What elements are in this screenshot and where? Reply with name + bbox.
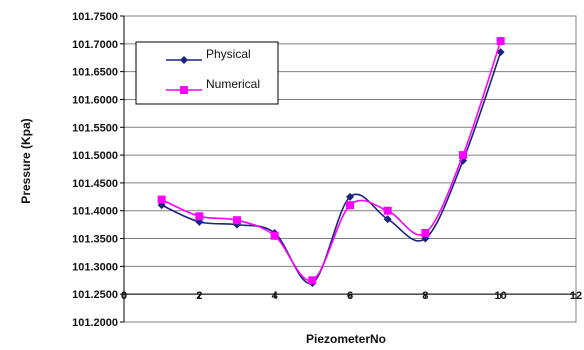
legend-label-numerical: Numerical [206,77,260,91]
legend-marker-physical [180,56,188,64]
y-tick-label: 101.6500 [72,67,118,79]
series-layer [157,37,505,288]
y-tick-label: 101.2000 [72,317,118,329]
numerical-point [195,212,204,221]
legend: Physical Numerical [135,41,279,105]
physical-point [496,48,505,57]
physical-line [161,51,502,285]
y-tick-label: 101.6000 [72,94,118,106]
legend-marker-numerical [180,86,188,94]
numerical-point [496,37,505,46]
numerical-point [459,151,467,160]
numerical-point [157,195,166,204]
y-axis-title: Pressure (Kpa) [19,118,33,203]
y-tick-label: 101.4500 [72,178,118,190]
y-tick-label: 101.7000 [72,39,118,51]
y-tick-label: 101.5500 [72,122,118,134]
numerical-line [161,40,502,282]
x-tick-label: 6 [347,290,353,302]
x-axis-title: PiezometerNo [306,332,386,346]
x-tick-label: 2 [196,290,202,302]
x-tick-label: 0 [121,290,127,302]
y-tick-label: 101.7500 [72,11,118,23]
axes: 101.2000 101.2500 101.3000 101.3500 101.4000… [72,11,582,329]
y-tick-label: 101.3500 [72,234,118,246]
legend-label-physical: Physical [206,47,251,61]
y-tick-label: 101.5000 [72,150,118,162]
y-tick-label: 101.3000 [72,261,118,273]
x-tick-label: 4 [272,290,279,302]
physical-point [383,215,392,224]
numerical-point [233,216,241,225]
y-tick-label: 101.4000 [72,206,118,218]
legend-box [135,41,279,105]
numerical-point [383,206,392,215]
physical-point [346,192,354,201]
y-tick-label: 101.2500 [72,289,118,301]
numerical-point [421,228,430,237]
x-tick-label: 12 [570,290,582,302]
series-numerical [157,37,505,285]
x-tick-label: 10 [495,290,507,302]
numerical-point [270,231,279,240]
numerical-point [308,276,317,285]
numerical-point [346,201,354,210]
x-tick-label: 8 [422,290,428,302]
